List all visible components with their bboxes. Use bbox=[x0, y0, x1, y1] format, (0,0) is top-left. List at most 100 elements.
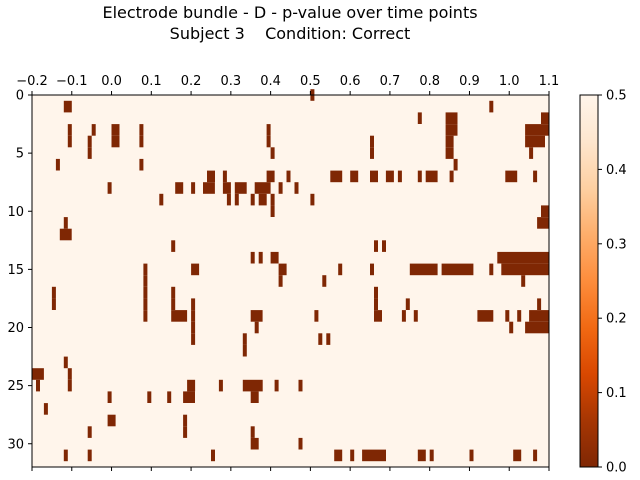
x-tick-label: −0.2 bbox=[16, 74, 48, 89]
colorbar: 0.0 0.1 0.2 0.3 0.4 0.5 bbox=[579, 89, 627, 476]
heatmap-cell bbox=[330, 170, 343, 183]
heatmap-cell bbox=[270, 147, 275, 159]
heatmap-cell bbox=[445, 135, 454, 148]
heatmap-cell bbox=[413, 310, 418, 322]
colorbar-frame bbox=[579, 94, 599, 468]
heatmap-cell bbox=[143, 298, 148, 310]
x-tick-label: 0.0 bbox=[101, 74, 122, 89]
heatmap-cell bbox=[537, 298, 542, 310]
heatmap-cell bbox=[222, 182, 231, 194]
plot-frame bbox=[31, 94, 550, 468]
heatmap-cell bbox=[242, 333, 247, 345]
x-tick-label: 0.5 bbox=[300, 74, 321, 89]
colorbar-tick-label: 0.1 bbox=[606, 386, 627, 401]
heatmap-cell bbox=[405, 298, 410, 310]
heatmap-cell bbox=[505, 310, 510, 322]
heatmap-cell bbox=[541, 205, 549, 217]
heatmap-cell bbox=[32, 368, 44, 380]
heatmap-cell bbox=[87, 426, 92, 438]
heatmap-cell bbox=[171, 240, 176, 252]
heatmap-cell bbox=[370, 263, 374, 276]
heatmap-cell bbox=[203, 182, 215, 194]
heatmap-cell bbox=[318, 333, 323, 345]
heatmap-cell bbox=[258, 193, 267, 206]
heatmap-cell bbox=[254, 182, 271, 194]
heatmap-cell bbox=[501, 263, 549, 276]
heatmap-cell bbox=[143, 263, 148, 276]
heatmap-cell bbox=[497, 251, 549, 264]
heatmap-cell bbox=[167, 391, 172, 403]
heatmap-cell bbox=[187, 379, 196, 392]
heatmap-cell bbox=[191, 333, 196, 345]
heatmap-cell bbox=[258, 251, 263, 264]
y-tick-label: 20 bbox=[7, 321, 24, 336]
heatmap-cell bbox=[525, 135, 545, 148]
heatmap-cell bbox=[477, 310, 494, 322]
heatmap-cell bbox=[191, 298, 196, 310]
heatmap-cell bbox=[63, 100, 72, 113]
heatmap-cell bbox=[207, 170, 215, 183]
heatmap-cell bbox=[445, 112, 458, 124]
heatmap-cell bbox=[441, 263, 474, 276]
heatmap-cell bbox=[449, 170, 454, 183]
heatmap-cell bbox=[374, 286, 378, 299]
heatmap-cell bbox=[270, 193, 275, 206]
heatmap-cell bbox=[298, 379, 303, 392]
heatmap-cell bbox=[67, 124, 72, 136]
heatmap-cell bbox=[111, 124, 120, 136]
heatmap-cell bbox=[370, 170, 378, 183]
heatmap-cell bbox=[417, 170, 422, 183]
heatmap-cell bbox=[139, 158, 144, 171]
y-tick-label: 0 bbox=[16, 89, 24, 104]
heatmap-cell bbox=[266, 124, 271, 136]
heatmap-cell bbox=[429, 449, 434, 462]
heatmap-cell bbox=[211, 449, 215, 462]
x-tick-label: 0.4 bbox=[260, 74, 281, 89]
heatmap-cell bbox=[218, 379, 223, 392]
x-tick-label: 1.0 bbox=[499, 74, 520, 89]
x-tick-label: 0.1 bbox=[141, 74, 162, 89]
heatmap-cell bbox=[55, 158, 60, 171]
heatmap-cell bbox=[266, 170, 275, 183]
heatmap-cell bbox=[533, 449, 538, 462]
x-tick-label: 0.3 bbox=[221, 74, 242, 89]
heatmap-cell bbox=[338, 263, 343, 276]
heatmap-cell bbox=[370, 147, 374, 159]
heatmap-background bbox=[32, 95, 549, 467]
heatmap-cell bbox=[107, 391, 112, 403]
heatmap-cell bbox=[250, 391, 259, 403]
heatmap-cell bbox=[445, 124, 458, 136]
heatmap-cell bbox=[139, 124, 144, 136]
x-axis: −0.2 −0.1 0.0 0.1 0.2 0.3 0.4 0.5 0.6 0.7 0.8 0.9 1.… bbox=[16, 74, 559, 471]
heatmap-cell bbox=[63, 217, 68, 229]
heatmap-cell bbox=[270, 251, 279, 264]
heatmap-cell bbox=[234, 182, 247, 194]
heatmap-cell bbox=[171, 298, 176, 310]
heatmap-cell bbox=[183, 426, 188, 438]
y-tick-label: 10 bbox=[7, 205, 24, 220]
heatmap-cell bbox=[191, 263, 200, 276]
heatmap-cell bbox=[250, 437, 259, 450]
heatmap-cell bbox=[417, 112, 422, 124]
colorbar-axis: 0.0 0.1 0.2 0.3 0.4 0.5 bbox=[598, 89, 627, 476]
colorbar-tick-label: 0.5 bbox=[606, 89, 627, 104]
heatmap-cell bbox=[87, 147, 92, 159]
heatmap-cell bbox=[533, 170, 538, 183]
heatmap-cell bbox=[298, 437, 303, 450]
heatmap-cell bbox=[250, 193, 255, 206]
heatmap-cell bbox=[111, 135, 120, 148]
heatmap-cell bbox=[242, 344, 247, 357]
heatmap-cell bbox=[445, 147, 454, 159]
heatmap-cell bbox=[314, 310, 319, 322]
heatmap-cell bbox=[266, 135, 271, 148]
heatmap-cell bbox=[322, 275, 327, 287]
heatmap-cell bbox=[250, 251, 255, 264]
heatmap-cell bbox=[183, 391, 195, 403]
heatmap-cell bbox=[278, 275, 283, 287]
plot-area bbox=[31, 89, 550, 468]
x-tick-label: 0.6 bbox=[340, 74, 361, 89]
heatmap-cell bbox=[242, 379, 263, 392]
y-tick-label: 15 bbox=[7, 263, 24, 278]
heatmap-cell bbox=[525, 124, 549, 136]
heatmap-cell bbox=[91, 124, 96, 136]
